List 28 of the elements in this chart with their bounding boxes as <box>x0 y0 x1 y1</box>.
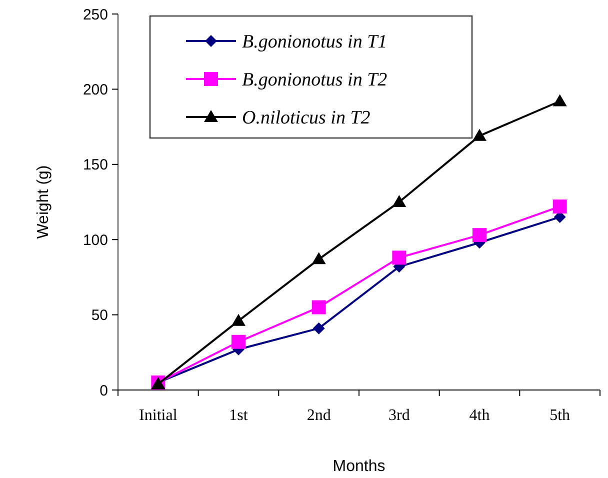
y-axis-title: Weight (g) <box>35 165 52 239</box>
point <box>312 322 325 334</box>
point <box>472 228 486 242</box>
point <box>232 314 246 326</box>
legend-label: B.gonionotus in T1 <box>242 32 388 53</box>
y-tick-label: 200 <box>82 81 108 98</box>
y-tick-label: 0 <box>100 382 108 400</box>
point <box>312 252 326 264</box>
point <box>392 250 406 265</box>
y-tick-label: 150 <box>82 156 108 174</box>
x-tick-label: 5th <box>550 407 570 424</box>
point <box>392 195 406 207</box>
y-tick-label: 50 <box>91 307 108 324</box>
x-tick-label: 4th <box>469 407 490 424</box>
point <box>312 300 326 314</box>
x-tick-label: 3rd <box>388 407 410 424</box>
x-tick-label: 2nd <box>306 407 331 424</box>
y-tick-label: 100 <box>82 232 108 249</box>
legend-label: B.gonionotus in T2 <box>242 70 388 91</box>
y-tick-label: 250 <box>82 6 108 24</box>
x-axis-title: Months <box>332 458 386 475</box>
point <box>552 94 567 106</box>
x-tick-label: 1st <box>229 407 248 424</box>
point <box>552 200 567 214</box>
point <box>232 334 246 349</box>
point <box>472 128 486 141</box>
legend-label: O.niloticus in T2 <box>242 108 371 129</box>
x-tick-label: Initial <box>139 407 178 424</box>
